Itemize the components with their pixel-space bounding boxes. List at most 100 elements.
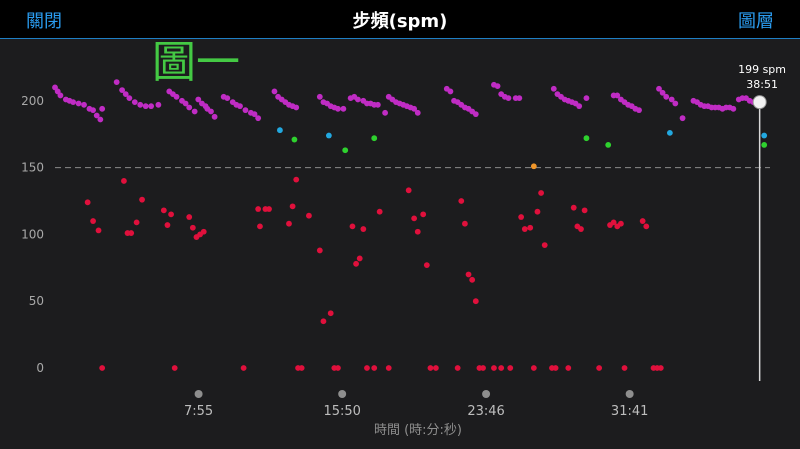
x-tick-dot (194, 390, 203, 398)
red-data-point (657, 365, 664, 371)
red-data-point (427, 365, 434, 371)
purple-data-point (411, 105, 418, 112)
purple-data-point (90, 107, 96, 114)
red-data-point (84, 199, 91, 206)
blue-data-point (666, 129, 673, 136)
red-data-point (171, 365, 178, 371)
red-data-point (480, 365, 486, 371)
red-data-point (541, 242, 548, 248)
red-data-point (552, 365, 559, 371)
purple-data-point (355, 96, 361, 103)
purple-data-point (99, 105, 106, 112)
purple-data-point (173, 93, 180, 100)
purple-data-point (663, 93, 670, 100)
purple-data-point (155, 101, 162, 108)
red-data-point (349, 223, 356, 230)
purple-data-point (505, 95, 512, 102)
red-data-point (316, 247, 323, 254)
purple-data-point (679, 115, 686, 122)
red-data-point (353, 260, 359, 267)
y-tick-label: 50 (29, 294, 44, 308)
x-tick-dot (482, 390, 491, 398)
purple-data-point (516, 95, 523, 102)
green-data-point (342, 147, 349, 154)
red-data-point (465, 271, 472, 278)
red-data-point (610, 219, 617, 226)
red-data-point (128, 230, 135, 236)
red-data-point (643, 223, 650, 230)
red-data-point (472, 298, 479, 305)
purple-data-point (119, 87, 126, 94)
red-data-point (371, 365, 378, 371)
x-axis-label: 時間 (時:分:秒) (374, 423, 462, 438)
red-data-point (462, 220, 468, 227)
blue-data-point (761, 132, 768, 139)
red-data-point (186, 214, 193, 220)
red-data-point (364, 365, 370, 371)
cursor-handle[interactable] (752, 95, 767, 110)
x-tick-label: 15:50 (323, 404, 360, 419)
y-tick-label: 100 (21, 227, 44, 241)
red-data-point (306, 212, 312, 219)
purple-data-point (195, 96, 202, 103)
purple-data-point (131, 99, 138, 106)
purple-data-point (75, 100, 82, 107)
red-data-point (133, 219, 140, 226)
red-data-point (617, 220, 624, 227)
purple-data-point (382, 109, 389, 116)
purple-data-point (97, 116, 104, 123)
red-data-point (335, 365, 341, 371)
cadence-chart[interactable]: 0 50 100 150 200 7:55 15:50 23:46 31:41 時間 (時:分:秒… (0, 39, 800, 449)
red-data-point (95, 227, 102, 234)
red-data-point (432, 365, 439, 371)
red-data-point (518, 214, 525, 220)
purple-data-point (614, 92, 621, 99)
page-title: 步頻(spm) (352, 11, 448, 32)
purple-data-point (255, 115, 262, 122)
purple-data-point (148, 103, 155, 110)
red-data-point (491, 365, 497, 371)
purple-data-point (414, 109, 421, 116)
purple-data-point (142, 103, 149, 110)
purple-data-point (208, 108, 214, 115)
purple-data-point (211, 113, 218, 120)
red-data-point (293, 176, 300, 183)
red-data-point (189, 224, 196, 231)
y-tick-label: 200 (21, 94, 44, 108)
layers-button[interactable]: 圖層 (738, 11, 774, 32)
red-data-point (538, 190, 544, 196)
purple-data-point (447, 88, 454, 95)
red-data-point (168, 211, 174, 218)
red-data-point (360, 226, 367, 232)
purple-data-point (316, 93, 323, 100)
cursor-time-label: 38:51 (746, 78, 778, 91)
purple-data-point (472, 111, 479, 118)
red-data-point (527, 224, 534, 231)
purple-data-point (182, 100, 189, 107)
purple-data-point (237, 103, 243, 110)
x-tick-label: 23:46 (467, 404, 504, 419)
purple-data-point (81, 101, 87, 108)
red-data-point (534, 208, 541, 215)
purple-data-point (113, 79, 120, 85)
red-data-point (414, 228, 421, 235)
y-tick-label: 0 (36, 361, 44, 375)
purple-data-point (186, 104, 193, 111)
red-data-point (405, 187, 412, 194)
red-data-point (200, 228, 207, 235)
red-data-point (320, 318, 327, 325)
green-data-point (605, 141, 612, 148)
purple-data-point (730, 105, 737, 112)
purple-data-point (137, 101, 144, 108)
top-bar: 關閉 步頻(spm) 圖層 (0, 0, 800, 39)
blue-data-point (277, 127, 283, 134)
purple-data-point (242, 107, 249, 114)
close-button[interactable]: 關閉 (26, 11, 62, 32)
orange-data-point (530, 163, 537, 170)
purple-data-point (93, 112, 100, 119)
red-data-point (565, 365, 572, 371)
purple-data-point (668, 96, 675, 103)
purple-data-point (122, 91, 129, 98)
purple-data-point (293, 104, 300, 111)
red-data-point (289, 203, 296, 210)
